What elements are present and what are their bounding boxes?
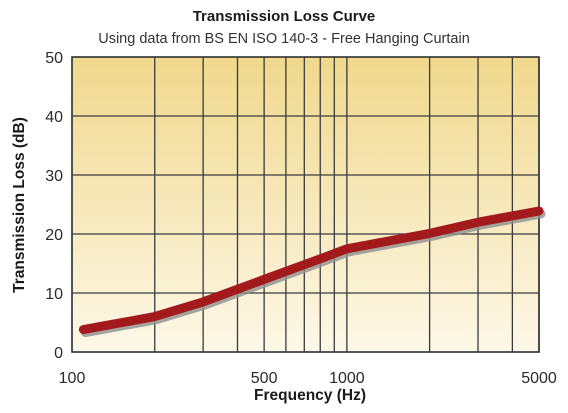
plot-border xyxy=(71,56,540,353)
x-tick-labels: 100 500 1000 5000 xyxy=(59,370,557,387)
x-tick-label: 100 xyxy=(59,370,86,387)
x-tick-label: 5000 xyxy=(521,370,557,387)
x-axis-label: Frequency (Hz) xyxy=(254,387,366,404)
series-layer xyxy=(78,206,546,338)
y-axis-label: Transmission Loss (dB) xyxy=(11,117,28,293)
y-tick-label: 50 xyxy=(45,50,63,67)
grid-lines xyxy=(71,56,540,353)
chart-subtitle: Using data from BS EN ISO 140-3 - Free H… xyxy=(98,31,470,47)
y-tick-label: 30 xyxy=(45,168,63,185)
chart-title: Transmission Loss Curve xyxy=(193,8,376,25)
y-tick-label: 10 xyxy=(45,286,63,303)
x-tick-label: 500 xyxy=(251,370,278,387)
y-tick-labels: 0 10 20 30 40 50 xyxy=(45,50,63,362)
y-tick-label: 0 xyxy=(54,345,63,362)
y-tick-label: 20 xyxy=(45,227,63,244)
x-tick-label: 1000 xyxy=(329,370,365,387)
y-tick-label: 40 xyxy=(45,109,63,126)
series-line xyxy=(78,206,544,335)
plot-area xyxy=(72,57,539,352)
